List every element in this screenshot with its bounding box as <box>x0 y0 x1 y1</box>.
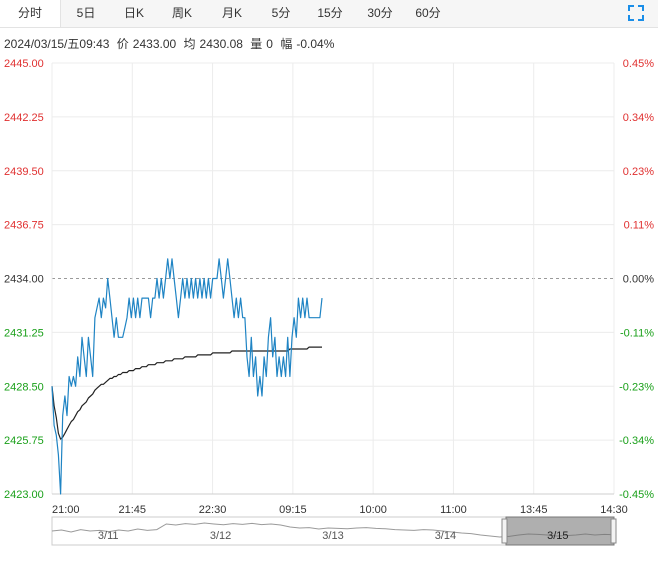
navigator-date-label: 3/15 <box>547 530 568 542</box>
tab-60-min[interactable]: 60分 <box>415 6 441 20</box>
navigator-left-handle <box>501 518 508 544</box>
tab-intraday[interactable]: 分时 <box>0 0 61 27</box>
navigator-date-label: 3/14 <box>435 530 456 542</box>
navigator-date-label: 3/11 <box>98 530 119 542</box>
x-tick-label: 10:00 <box>359 504 387 516</box>
fullscreen-icon[interactable] <box>628 5 644 21</box>
x-tick-label: 22:30 <box>199 504 227 516</box>
y-tick-label: 2442.25 <box>4 112 44 124</box>
quote-datetime: 2024/03/15/五09:43 <box>4 37 110 51</box>
x-tick-label: 09:15 <box>279 504 307 516</box>
pct-tick-label: -0.11% <box>620 327 654 339</box>
pct-tick-label: -0.45% <box>619 489 654 501</box>
x-tick-label: 21:45 <box>119 504 147 516</box>
tab-daily-k[interactable]: 日K <box>123 6 144 20</box>
y-tick-label: 2431.25 <box>4 327 44 339</box>
tab-15-min[interactable]: 15分 <box>317 6 343 20</box>
navigator-date-label: 3/12 <box>210 530 231 542</box>
volume-label: 量 <box>250 37 263 51</box>
tab-30-min[interactable]: 30分 <box>367 6 393 20</box>
pct-tick-label: 0.34% <box>623 112 654 124</box>
pct-tick-label: 0.23% <box>623 166 654 178</box>
pct-tick-label: 0.45% <box>623 58 654 70</box>
y-tick-label: 2428.50 <box>4 381 44 393</box>
average-price-line <box>51 346 322 440</box>
tab-monthly-k[interactable]: 月K <box>221 6 242 20</box>
pct-tick-label: 0.11% <box>624 220 655 232</box>
y-tick-label: 2423.00 <box>4 489 44 501</box>
navigator-selected-range <box>505 516 615 546</box>
navigator-right-handle <box>610 518 617 544</box>
price-label: 价 <box>116 37 129 51</box>
x-tick-label: 14:30 <box>600 504 628 516</box>
change-value: -0.04% <box>296 37 335 51</box>
avg-label: 均 <box>183 37 196 51</box>
price-line <box>51 258 323 495</box>
x-tick-label: 21:00 <box>52 504 80 516</box>
pct-tick-label: -0.34% <box>619 435 654 447</box>
navigator-date-label: 3/13 <box>322 530 343 542</box>
avg-value: 2430.08 <box>199 37 243 51</box>
period-tab-bar: 分时 5日 日K 周K 月K 5分 15分 30分 60分 <box>0 0 658 28</box>
y-tick-label: 2425.75 <box>4 435 44 447</box>
pct-tick-label: 0.00% <box>623 274 654 286</box>
y-tick-label: 2445.00 <box>4 58 44 70</box>
tab-weekly-k[interactable]: 周K <box>171 6 192 20</box>
price-value: 2433.00 <box>132 37 177 51</box>
change-label: 幅 <box>280 37 293 51</box>
volume-value: 0 <box>266 37 273 51</box>
y-tick-label: 2439.50 <box>4 166 44 178</box>
pct-tick-label: -0.23% <box>619 381 654 393</box>
tab-5-day[interactable]: 5日 <box>76 6 96 20</box>
y-tick-label: 2434.00 <box>4 274 44 286</box>
tab-5-min[interactable]: 5分 <box>271 6 291 20</box>
x-tick-label: 11:00 <box>440 504 467 516</box>
x-tick-label: 13:45 <box>520 504 548 516</box>
y-tick-label: 2436.75 <box>4 220 44 232</box>
